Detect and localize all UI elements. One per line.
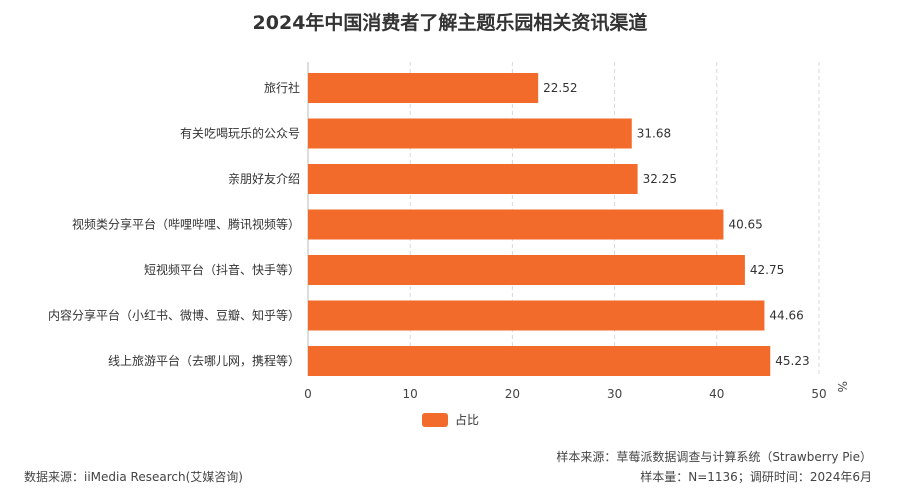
value-label: 22.52 <box>543 81 577 95</box>
chart-title: 2024年中国消费者了解主题乐园相关资讯渠道 <box>252 12 648 34</box>
sample-info: 样本量：N=1136；调研时间：2024年6月 <box>640 470 872 484</box>
bar <box>308 164 638 194</box>
x-tick-label: 40 <box>709 387 724 401</box>
legend-swatch <box>422 413 448 427</box>
category-label: 有关吃喝玩乐的公众号 <box>180 126 300 141</box>
value-label: 44.66 <box>769 309 803 323</box>
x-tick-label: 50 <box>811 387 826 401</box>
bar <box>308 346 771 376</box>
category-label: 线上旅游平台（去哪儿网，携程等） <box>108 353 300 368</box>
x-tick-label: 30 <box>607 387 622 401</box>
bar <box>308 300 765 331</box>
data-source: 数据来源：iiMedia Research(艾媒咨询) <box>24 470 243 484</box>
value-label: 42.75 <box>750 263 784 277</box>
category-label: 亲朋好友介绍 <box>228 172 300 186</box>
x-tick-label: 20 <box>505 387 520 401</box>
x-tick-labels: 0 10 20 30 40 50 <box>304 387 826 401</box>
value-label: 31.68 <box>637 127 671 141</box>
x-tick-label: 10 <box>403 387 418 401</box>
bars <box>308 73 771 376</box>
x-tick-label: 0 <box>304 387 312 401</box>
value-label: 32.25 <box>643 172 677 186</box>
sample-source: 样本来源：草莓派数据调查与计算系统（Strawberry Pie） <box>556 450 872 464</box>
bar <box>308 209 724 240</box>
value-labels: 22.52 31.68 32.25 40.65 42.75 44.66 45.23 <box>543 81 809 368</box>
bar <box>308 73 539 103</box>
legend: 占比 <box>422 412 479 427</box>
value-label: 40.65 <box>728 218 762 232</box>
x-unit-label: % <box>835 381 849 392</box>
bar <box>308 255 745 285</box>
legend-label: 占比 <box>455 412 479 427</box>
category-label: 视频类分享平台（哔哩哔哩、腾讯视频等） <box>72 217 300 232</box>
bar <box>308 118 632 149</box>
value-label: 45.23 <box>775 354 809 368</box>
category-label: 旅行社 <box>264 80 300 95</box>
category-label: 内容分享平台（小红书、微博、豆瓣、知乎等） <box>48 308 300 323</box>
category-label: 短视频平台（抖音、快手等） <box>144 262 300 277</box>
